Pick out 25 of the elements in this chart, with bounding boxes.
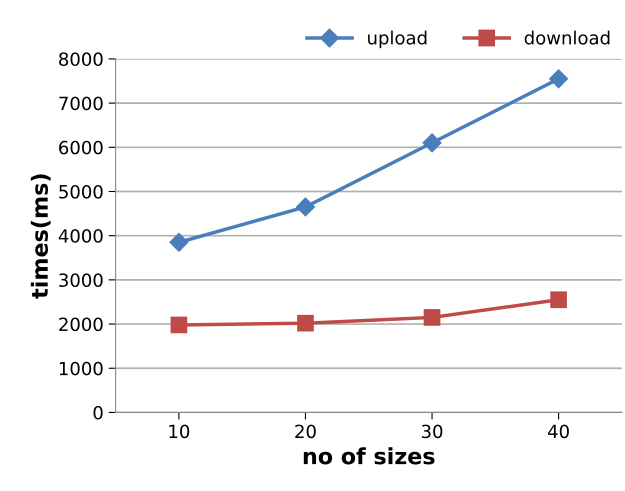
y-tick-label: 8000 — [59, 52, 103, 66]
y-tick-label: 2000 — [59, 318, 103, 332]
point — [297, 314, 314, 332]
legend-label: upload — [368, 30, 426, 48]
y-tick-label: 4000 — [58, 229, 103, 243]
y-tick-label: 7000 — [59, 96, 103, 110]
y-tick-label: 0 — [94, 406, 103, 420]
point — [550, 291, 567, 308]
y-tick-label: 6000 — [59, 140, 103, 154]
y-tick-label: 1000 — [60, 362, 103, 376]
x-tick-label: 40 — [548, 424, 569, 438]
legend-label: download — [524, 30, 610, 45]
point — [296, 197, 316, 216]
point — [424, 309, 440, 326]
x-axis-title: no of sizes — [304, 447, 434, 464]
y-axis-title: times(ms) — [30, 174, 51, 299]
x-tick-label: 10 — [169, 424, 190, 438]
x-tick-label: 30 — [422, 424, 442, 438]
point — [422, 133, 442, 152]
point — [549, 69, 568, 88]
y-tick-label: 3000 — [59, 273, 103, 287]
y-tick-label: 5000 — [59, 184, 103, 199]
point — [170, 316, 188, 334]
x-tick-label: 20 — [295, 424, 316, 438]
point — [169, 232, 188, 252]
